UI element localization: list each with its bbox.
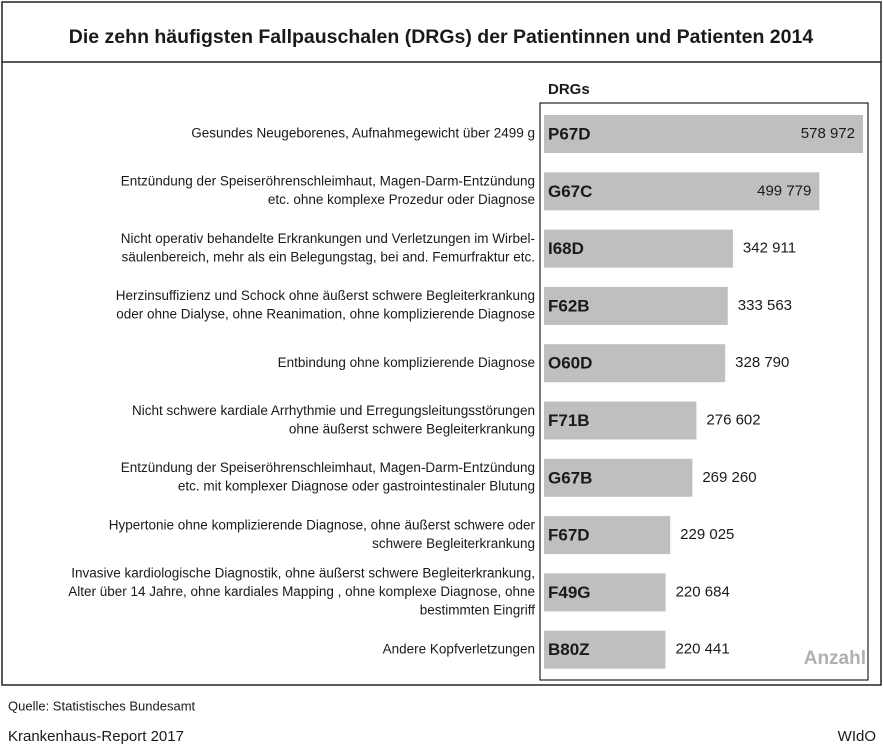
frame [1, 1, 882, 686]
publication: Krankenhaus-Report 2017 [8, 728, 184, 745]
category-label: Entbindung ohne komplizierende Diagnose [278, 355, 535, 370]
bar-code: G67C [548, 182, 592, 201]
value-label: 269 260 [702, 469, 756, 486]
category-label: Gesundes Neugeborenes, Aufnahmegewicht ü… [191, 126, 535, 141]
value-label: 220 441 [675, 641, 729, 658]
bar-code: I68D [548, 239, 584, 258]
bar [544, 516, 671, 555]
value-label: 229 025 [680, 526, 734, 543]
bar [544, 172, 820, 211]
chart-title: Die zehn häufigsten Fallpauschalen (DRGs… [69, 26, 814, 48]
bar [544, 630, 666, 669]
bar [544, 573, 666, 612]
bar-code: F49G [548, 583, 591, 602]
bar-code: B80Z [548, 640, 590, 659]
bar [544, 286, 728, 325]
value-label: 342 911 [743, 240, 796, 257]
category-label: Hypertonie ohne komplizierende Diagnose,… [109, 517, 536, 532]
category-label: Alter über 14 Jahre, ohne kardiales Mapp… [68, 584, 535, 599]
category-label: bestimmten Eingriff [420, 602, 536, 617]
category-label: Nicht schwere kardiale Arrhythmie und Er… [132, 403, 535, 418]
category-label: schwere Begleiterkrankung [372, 536, 535, 551]
bar-code: O60D [548, 354, 592, 373]
category-label: Invasive kardiologische Diagnostik, ohne… [71, 565, 535, 580]
bar-code: F67D [548, 526, 590, 545]
category-label: Nicht operativ behandelte Erkrankungen u… [121, 231, 535, 246]
bar-code: F62B [548, 296, 590, 315]
value-label: 220 684 [676, 583, 730, 600]
bar-code: F71B [548, 411, 590, 430]
category-label: etc. ohne komplexe Prozedur oder Diagnos… [268, 192, 535, 207]
bar [544, 401, 697, 440]
category-label: etc. mit komplexer Diagnose oder gastroi… [178, 479, 535, 494]
category-label: Andere Kopfverletzungen [383, 641, 535, 656]
category-label: Entzündung der Speiseröhrenschleimhaut, … [121, 460, 535, 475]
category-label: Entzündung der Speiseröhrenschleimhaut, … [121, 174, 535, 189]
plot-frame [539, 102, 869, 681]
bar [544, 229, 733, 268]
bar [544, 115, 863, 153]
source: Quelle: Statistisches Bundesamt [8, 698, 196, 713]
value-label: 328 790 [735, 354, 789, 371]
bar-code: G67B [548, 468, 592, 487]
category-label: säulenbereich, mehr als ein Belegungstag… [122, 249, 535, 264]
code-header: DRGs [548, 81, 590, 98]
value-label: 499 779 [757, 182, 811, 199]
value-label: 276 602 [706, 411, 760, 428]
publisher: WIdO [838, 728, 876, 745]
category-label: oder ohne Dialyse, ohne Reanimation, ohn… [116, 307, 535, 322]
axis-label: Anzahl [804, 648, 866, 669]
value-label: 333 563 [738, 297, 792, 314]
bar-code: P67D [548, 124, 591, 143]
bar [544, 344, 726, 383]
bar [544, 458, 693, 497]
value-label: 578 972 [801, 125, 855, 142]
category-label: ohne äußerst schwere Begleiterkrankung [289, 421, 535, 436]
category-label: Herzinsuffizienz und Schock ohne äußerst… [116, 288, 535, 303]
